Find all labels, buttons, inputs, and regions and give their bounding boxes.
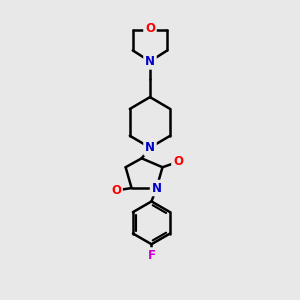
Text: O: O	[111, 184, 121, 197]
Text: O: O	[173, 155, 183, 168]
Text: O: O	[145, 22, 155, 34]
Text: N: N	[152, 182, 161, 194]
Text: F: F	[148, 249, 155, 262]
Text: N: N	[145, 141, 155, 154]
Text: N: N	[145, 55, 155, 68]
